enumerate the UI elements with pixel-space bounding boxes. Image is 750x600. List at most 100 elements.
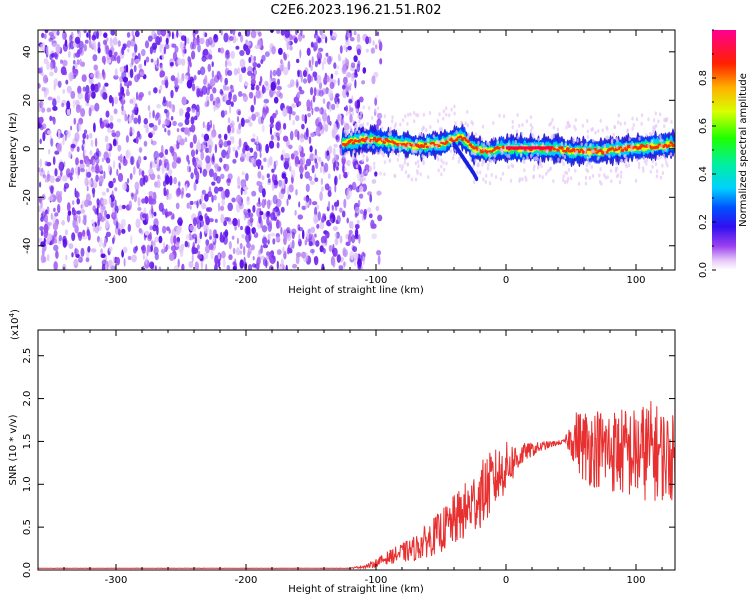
noise-speck bbox=[192, 223, 197, 233]
echo-halo bbox=[387, 132, 391, 137]
echo-core bbox=[538, 146, 541, 150]
echo-halo bbox=[464, 121, 467, 126]
noise-speck bbox=[270, 81, 276, 91]
noise-speck bbox=[239, 259, 244, 269]
noise-speck bbox=[220, 213, 225, 224]
noise-speck bbox=[220, 47, 225, 54]
noise-speck bbox=[131, 57, 134, 65]
noise-speck bbox=[145, 256, 148, 265]
echo-halo bbox=[448, 134, 452, 139]
noise-speck bbox=[74, 247, 77, 257]
noise-speck bbox=[308, 228, 311, 235]
echo-halo bbox=[589, 143, 592, 148]
noise-speck bbox=[313, 214, 318, 225]
noise-speck bbox=[223, 235, 228, 245]
noise-speck bbox=[83, 149, 87, 156]
noise-speck bbox=[335, 65, 340, 70]
echo-halo bbox=[653, 125, 657, 130]
noise-speck bbox=[73, 41, 77, 48]
noise-speck bbox=[74, 132, 80, 142]
noise-speck bbox=[158, 152, 164, 158]
noise-speck bbox=[225, 154, 231, 160]
noise-speck bbox=[358, 234, 361, 244]
echo-halo bbox=[635, 117, 639, 122]
noise-speck bbox=[304, 171, 310, 179]
echo-halo bbox=[657, 119, 660, 124]
noise-speck bbox=[117, 172, 124, 182]
noise-speck bbox=[91, 34, 97, 41]
noise-speck bbox=[44, 30, 49, 34]
echo-halo bbox=[482, 177, 485, 182]
noise-speck bbox=[139, 71, 145, 77]
noise-speck bbox=[82, 218, 85, 224]
noise-speck bbox=[164, 149, 169, 155]
noise-speck bbox=[205, 263, 208, 270]
noise-speck bbox=[47, 130, 52, 135]
noise-speck bbox=[179, 138, 185, 146]
noise-speck bbox=[86, 229, 90, 237]
echo-halo bbox=[416, 159, 420, 164]
noise-speck bbox=[173, 235, 177, 245]
echo-halo bbox=[412, 143, 415, 148]
snr-frame bbox=[37, 329, 676, 571]
echo-halo bbox=[373, 165, 376, 170]
echo-halo bbox=[611, 138, 614, 143]
echo-halo bbox=[447, 137, 450, 142]
noise-speck bbox=[50, 185, 54, 194]
noise-speck bbox=[220, 30, 223, 36]
echo-halo bbox=[391, 150, 394, 155]
echo-halo bbox=[401, 118, 405, 123]
noise-speck bbox=[165, 116, 170, 126]
noise-speck bbox=[149, 225, 153, 231]
noise-speck bbox=[227, 178, 231, 183]
echo-halo bbox=[562, 162, 565, 167]
noise-speck bbox=[39, 116, 44, 124]
echo-halo bbox=[620, 170, 623, 175]
noise-speck bbox=[211, 61, 214, 68]
noise-speck bbox=[107, 164, 111, 172]
noise-speck bbox=[377, 214, 383, 222]
noise-speck bbox=[54, 212, 59, 217]
noise-speck bbox=[161, 165, 165, 174]
noise-speck bbox=[75, 157, 79, 166]
echo-cell bbox=[480, 150, 484, 154]
noise-speck bbox=[199, 231, 202, 240]
noise-speck bbox=[99, 117, 103, 126]
noise-speck bbox=[181, 263, 185, 270]
noise-speck bbox=[262, 244, 269, 249]
noise-speck bbox=[346, 72, 352, 78]
noise-speck bbox=[85, 102, 90, 107]
noise-speck bbox=[240, 34, 244, 43]
noise-speck bbox=[107, 123, 111, 129]
noise-speck bbox=[76, 59, 80, 65]
noise-speck bbox=[213, 186, 219, 194]
noise-speck bbox=[144, 231, 150, 236]
noise-speck bbox=[227, 62, 232, 67]
echo-core bbox=[530, 146, 533, 150]
noise-speck bbox=[250, 104, 255, 113]
noise-speck bbox=[179, 41, 184, 50]
noise-speck bbox=[312, 71, 318, 78]
noise-speck bbox=[53, 229, 58, 238]
echo-halo bbox=[441, 138, 444, 143]
noise-speck bbox=[150, 58, 154, 63]
noise-speck bbox=[320, 235, 327, 244]
noise-speck bbox=[276, 219, 280, 229]
noise-speck bbox=[203, 252, 209, 260]
noise-speck bbox=[297, 214, 304, 220]
noise-speck bbox=[85, 160, 90, 168]
noise-speck bbox=[61, 220, 65, 226]
echo-halo bbox=[345, 129, 349, 134]
echo-halo bbox=[634, 178, 638, 183]
echo-halo bbox=[636, 158, 639, 163]
echo-halo bbox=[397, 153, 400, 158]
noise-speck bbox=[79, 209, 86, 214]
noise-speck bbox=[134, 181, 140, 191]
echo-halo bbox=[502, 114, 506, 119]
noise-speck bbox=[325, 52, 329, 57]
echo-halo bbox=[418, 132, 421, 137]
noise-speck bbox=[336, 199, 340, 207]
echo-halo bbox=[522, 159, 525, 164]
noise-speck bbox=[72, 68, 79, 74]
noise-speck bbox=[62, 238, 67, 248]
